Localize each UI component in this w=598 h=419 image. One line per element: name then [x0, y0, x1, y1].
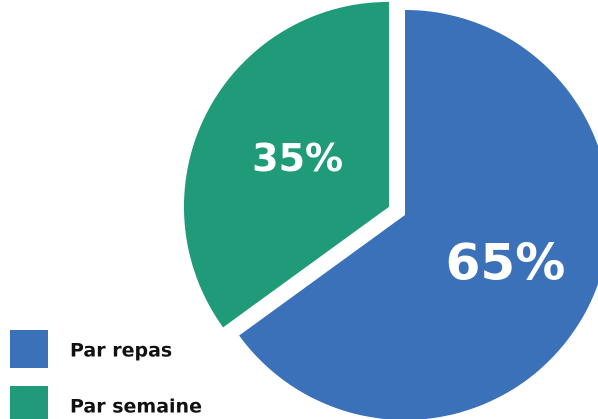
pie-slice	[183, 1, 389, 328]
legend-swatch	[10, 386, 48, 419]
value-label: 35%	[252, 136, 343, 180]
legend-label: Par repas	[70, 340, 172, 362]
legend-swatch	[10, 330, 48, 368]
value-label: 65%	[446, 234, 566, 292]
pie-slice	[239, 10, 598, 419]
legend-label: Par semaine	[70, 396, 202, 418]
